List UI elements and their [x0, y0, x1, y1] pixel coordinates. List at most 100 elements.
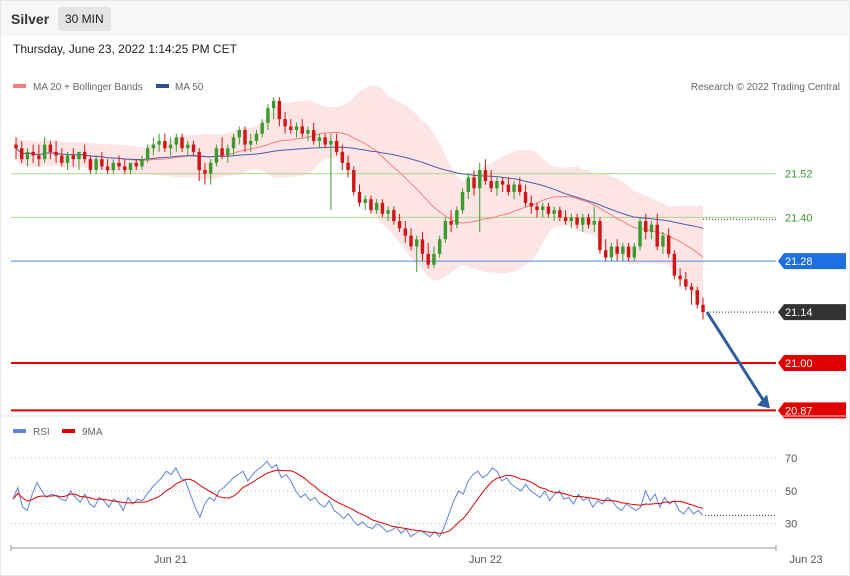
candle-body: [684, 279, 688, 287]
candle-body: [695, 290, 699, 305]
ma20-legend-label: MA 20 + Bollinger Bands: [33, 82, 143, 93]
candle-body: [20, 148, 24, 160]
candle-body: [426, 253, 430, 265]
candle-body: [277, 100, 282, 120]
rsi-line: [12, 460, 704, 538]
timeframe-button[interactable]: 30 MIN: [58, 7, 111, 31]
candle-body: [271, 100, 276, 109]
candle-body: [117, 162, 121, 167]
candle-body: [249, 140, 253, 145]
candle-body: [495, 181, 499, 189]
candle-body: [157, 140, 161, 145]
candle-body: [415, 239, 419, 247]
candle-body: [563, 217, 568, 222]
candle-body: [88, 159, 93, 171]
candle-body: [575, 217, 579, 225]
level-tag-21.28: [778, 253, 846, 270]
level-tag-21.14: [778, 304, 846, 321]
candle-body: [214, 148, 219, 163]
rsi-tick-50: 50: [785, 486, 797, 498]
candle-body: [82, 151, 87, 160]
candle-body: [380, 202, 385, 214]
candle-body: [632, 246, 637, 258]
candle-body: [231, 137, 236, 149]
candle-body: [518, 184, 522, 192]
candle-body: [294, 126, 299, 131]
rsi-ma-line: [12, 469, 704, 534]
candle-body: [94, 159, 98, 171]
candle-body: [529, 202, 533, 207]
level-tag-21.00: [778, 355, 846, 372]
level-label-21.40: 21.40: [785, 212, 813, 224]
candle-body: [243, 130, 247, 145]
candle-body: [523, 191, 528, 203]
candle-body: [466, 177, 470, 192]
candle-body: [437, 239, 442, 254]
chart-header: Silver 30 MIN: [1, 1, 849, 36]
level-label-21.52: 21.52: [785, 169, 813, 181]
candle-body: [334, 140, 339, 152]
level-tags: 21.52 21.40 21.28 21.14 21.00 20.87: [778, 169, 846, 419]
rsi-ma-legend-swatch: [62, 429, 75, 433]
candle-body: [289, 126, 293, 131]
candle-body: [609, 246, 614, 258]
candle-body: [483, 170, 488, 182]
moving-averages: [15, 131, 704, 258]
candle-body: [460, 191, 465, 211]
candle-body: [603, 250, 608, 258]
candle-body: [48, 144, 53, 152]
candle-body: [478, 170, 482, 189]
candle-body: [489, 181, 493, 189]
candle-body: [306, 130, 310, 134]
candle-body: [134, 162, 138, 167]
rsi-legend-label: RSI: [33, 427, 50, 438]
candle-body: [552, 210, 556, 214]
rsi-legend-swatch: [13, 429, 26, 433]
candle-body: [701, 304, 705, 313]
candle-body: [42, 144, 47, 160]
candle-body: [558, 210, 562, 218]
candle-body: [546, 206, 551, 214]
candle-body: [626, 246, 631, 258]
candle-body: [644, 221, 648, 232]
projection-arrow-line: [705, 311, 766, 403]
candle-body: [71, 155, 75, 160]
candle-body: [586, 217, 591, 225]
candle-body: [31, 151, 35, 156]
candle-body: [392, 210, 396, 222]
candle-body: [220, 148, 224, 156]
candle-body: [598, 221, 602, 251]
symbol-name: Silver: [11, 11, 50, 27]
candle-body: [621, 246, 625, 254]
candle-body: [472, 177, 476, 189]
candle-body: [60, 155, 64, 163]
level-label-21.14: 21.14: [785, 307, 813, 319]
candlesticks: [14, 97, 705, 320]
candle-body: [592, 221, 596, 225]
candle-body: [346, 162, 350, 171]
candle-body: [145, 148, 150, 160]
candle-body: [25, 151, 30, 160]
candle-body: [254, 133, 259, 141]
candle-body: [168, 144, 173, 149]
candle-body: [363, 199, 367, 203]
candle-body: [403, 228, 408, 236]
rsi-ma-legend-label: 9MA: [82, 427, 103, 438]
candle-body: [357, 191, 362, 203]
candle-body: [340, 151, 345, 163]
candle-body: [655, 224, 659, 247]
credit-label: Research © 2022 Trading Central: [691, 82, 840, 93]
candle-body: [123, 166, 127, 171]
candle-body: [535, 206, 539, 211]
candle-body: [208, 162, 213, 174]
candle-body: [197, 151, 201, 171]
candle-body: [432, 253, 436, 265]
candle-body: [226, 148, 230, 156]
candle-body: [455, 210, 459, 225]
candle-body: [237, 130, 241, 138]
level-label-21.28: 21.28: [785, 256, 813, 268]
rsi-tick-30: 30: [785, 519, 797, 531]
candle-body: [666, 235, 671, 254]
candle-body: [77, 151, 81, 160]
rsi-tick-70: 70: [785, 453, 797, 465]
